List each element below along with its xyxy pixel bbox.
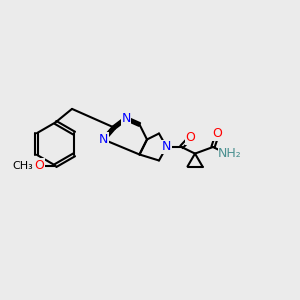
Text: N: N	[99, 133, 108, 146]
Text: CH₃: CH₃	[12, 160, 33, 171]
Text: N: N	[121, 112, 131, 125]
Text: O: O	[213, 127, 222, 140]
Text: O: O	[34, 159, 44, 172]
Text: N: N	[162, 140, 171, 154]
Text: NH₂: NH₂	[218, 147, 242, 160]
Text: O: O	[186, 131, 195, 144]
